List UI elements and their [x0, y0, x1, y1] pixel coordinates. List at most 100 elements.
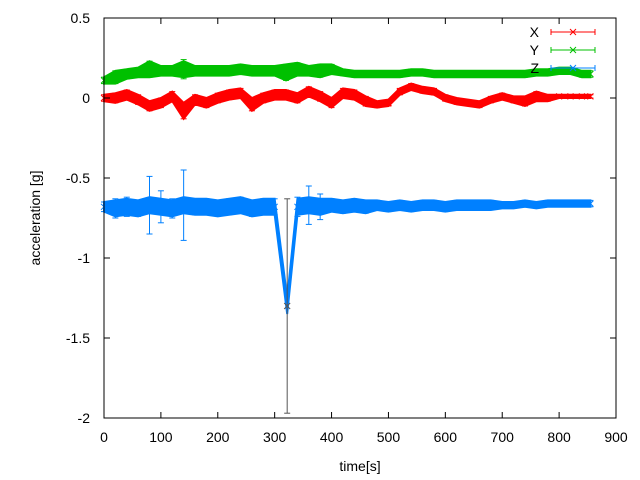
data-point — [191, 67, 199, 75]
data-point — [123, 70, 131, 78]
series-band — [103, 82, 592, 121]
legend-marker — [569, 28, 577, 36]
y-tick-label: -0.5 — [66, 170, 90, 186]
data-point — [294, 65, 301, 73]
series-y — [100, 59, 594, 85]
data-point — [373, 70, 381, 78]
series-band — [103, 196, 592, 315]
data-point — [487, 96, 495, 103]
data-point — [316, 67, 324, 75]
data-point — [533, 69, 540, 76]
axis-ticks: 0 100 200 300 400 500 600 700 800 900 0.5 0 -0.5 -1 -1… — [66, 10, 628, 445]
data-point — [487, 201, 495, 209]
data-point — [134, 205, 142, 212]
data-point — [214, 94, 222, 102]
data-point — [498, 93, 506, 100]
y-tick-label: 0.5 — [71, 10, 91, 26]
data-point — [362, 97, 370, 105]
data-point — [294, 203, 301, 211]
data-point — [510, 201, 517, 209]
data-point — [464, 70, 472, 78]
data-point — [464, 99, 472, 107]
data-point — [259, 203, 267, 211]
data-point — [362, 203, 370, 211]
data-point — [476, 201, 483, 209]
legend: XYZ — [530, 24, 596, 76]
data-point — [350, 91, 358, 99]
data-point — [587, 200, 594, 207]
data-point — [339, 203, 347, 211]
legend-label: Z — [530, 60, 539, 76]
y-tick-label: -1 — [78, 250, 91, 266]
x-tick-label: 900 — [604, 429, 628, 445]
data-point — [248, 205, 256, 212]
data-point — [567, 93, 574, 100]
data-point — [385, 99, 392, 107]
data-point — [373, 101, 381, 108]
data-point — [203, 203, 210, 211]
y-tick-label: 0 — [82, 90, 90, 106]
data-point — [259, 94, 267, 102]
data-point — [385, 70, 392, 78]
data-point — [476, 101, 483, 108]
data-point — [248, 101, 256, 108]
data-point — [407, 83, 415, 91]
data-point — [123, 91, 131, 99]
data-point — [441, 203, 449, 211]
data-point — [396, 70, 404, 78]
series-z — [100, 169, 594, 414]
x-tick-label: 500 — [377, 429, 401, 445]
series-band — [103, 60, 592, 85]
data-point — [510, 96, 517, 103]
data-point — [112, 205, 119, 212]
legend-marker — [569, 46, 577, 54]
data-point — [487, 70, 495, 78]
x-tick-label: 0 — [100, 429, 108, 445]
data-point — [339, 69, 347, 76]
data-point — [533, 93, 540, 100]
data-point — [203, 99, 210, 107]
data-point — [316, 93, 324, 100]
plot-marks — [100, 59, 594, 414]
data-point — [168, 67, 176, 75]
data-point — [283, 302, 291, 310]
y-axis-label: acceleration [g] — [27, 171, 43, 266]
data-point — [567, 200, 574, 207]
data-point — [112, 73, 119, 81]
data-point — [112, 94, 119, 102]
data-point — [453, 70, 461, 78]
data-point — [578, 93, 586, 100]
data-point — [430, 88, 438, 95]
x-tick-label: 100 — [149, 429, 173, 445]
data-point — [146, 65, 153, 73]
y-tick-label: -2 — [78, 410, 91, 426]
data-point — [328, 201, 335, 209]
data-point — [305, 67, 313, 75]
data-point — [282, 91, 290, 99]
data-point — [328, 99, 335, 107]
x-tick-label: 800 — [547, 429, 571, 445]
data-point — [237, 65, 244, 73]
data-point — [305, 88, 313, 95]
data-point — [544, 94, 552, 102]
series-x — [100, 82, 594, 121]
y-tick-label: -1.5 — [66, 330, 90, 346]
data-point — [587, 70, 594, 78]
data-point — [146, 102, 153, 110]
data-point — [328, 65, 335, 73]
data-point — [305, 201, 313, 209]
data-point — [544, 200, 552, 207]
x-tick-label: 200 — [206, 429, 230, 445]
data-point — [555, 67, 563, 75]
data-point — [271, 67, 279, 75]
legend-label: X — [530, 24, 540, 40]
data-point — [248, 67, 256, 75]
data-point — [578, 200, 586, 207]
data-point — [476, 70, 483, 78]
data-point — [237, 89, 244, 97]
data-point — [214, 67, 222, 75]
x-tick-label: 300 — [263, 429, 287, 445]
data-point — [555, 200, 563, 207]
data-point — [578, 70, 586, 78]
